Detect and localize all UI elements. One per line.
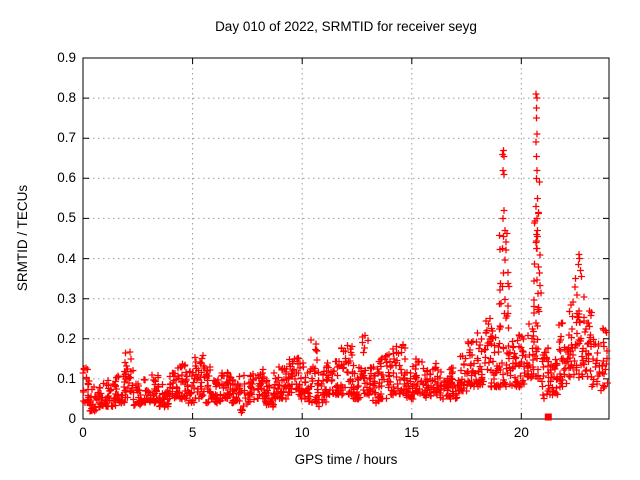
- y-tick-label: 0.8: [57, 90, 76, 106]
- data-points: [79, 90, 611, 416]
- y-tick-label: 0.3: [57, 290, 76, 306]
- x-tick-label: 5: [188, 425, 197, 440]
- data-point-square: [544, 413, 552, 421]
- y-tick-label: 0.7: [57, 130, 76, 146]
- y-tick-label: 0.5: [57, 210, 76, 226]
- y-tick-label: 0.9: [57, 50, 76, 65]
- grid-lines: [83, 58, 609, 419]
- plot-border: [82, 57, 610, 420]
- x-tick-label: 20: [513, 425, 529, 440]
- y-tick-label: 0.2: [57, 330, 76, 346]
- y-tick-label: 0: [68, 411, 76, 426]
- chart-title: Day 010 of 2022, SRMTID for receiver sey…: [215, 19, 477, 34]
- x-tick-label: 10: [294, 425, 310, 440]
- x-axis-label: GPS time / hours: [294, 452, 398, 467]
- y-tick-label: 0.1: [57, 370, 76, 386]
- y-axis-label: SRMTID / TECUs: [15, 184, 30, 292]
- y-tick-label: 0.4: [57, 250, 76, 266]
- x-tick-label: 15: [404, 425, 420, 440]
- x-tick-label: 0: [79, 425, 87, 440]
- y-tick-label: 0.6: [57, 170, 76, 186]
